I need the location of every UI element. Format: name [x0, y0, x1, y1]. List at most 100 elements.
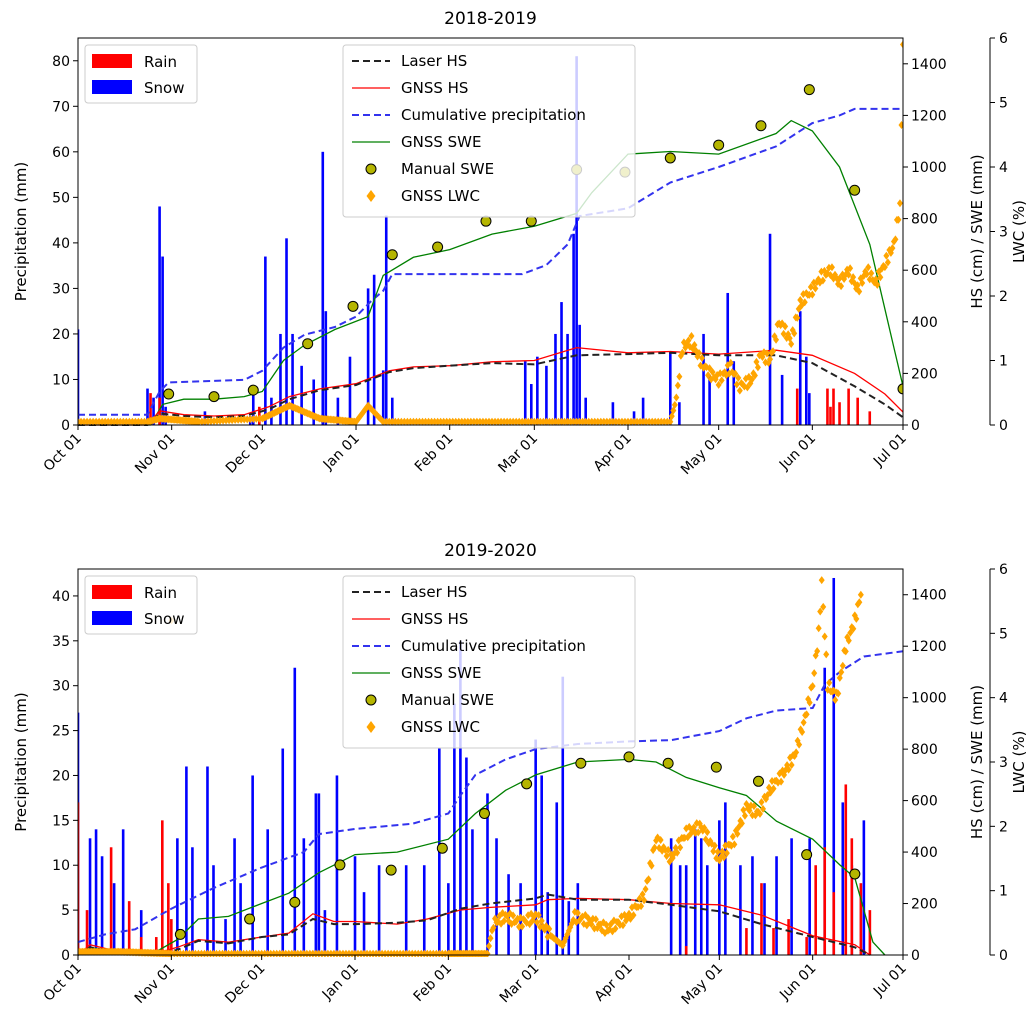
rain-bar	[127, 901, 131, 955]
gnss-lwc-point	[720, 853, 727, 862]
gnss-lwc-point	[504, 417, 511, 426]
gnss-lwc-point	[748, 375, 755, 384]
gnss-lwc-point	[832, 696, 839, 705]
gnss-lwc-point	[673, 393, 680, 402]
snow-bar	[146, 388, 149, 425]
gnss-lwc-point	[845, 636, 852, 645]
manual-swe-point	[208, 391, 220, 403]
manual-swe-point	[385, 864, 397, 876]
gnss-lwc-point	[582, 417, 589, 426]
rain-bar	[805, 937, 808, 955]
snow-bar	[862, 820, 866, 955]
gnss-lwc-point	[718, 376, 725, 385]
gnss-lwc-point	[803, 710, 810, 719]
gnss-lwc-point	[898, 121, 903, 130]
gnss-lwc-point	[695, 828, 702, 837]
y-tick-label: 5	[61, 903, 70, 919]
gnss-lwc-point	[727, 358, 734, 367]
snow-bar	[100, 856, 104, 955]
y2-axis-label: HS (cm) / SWE (mm)	[968, 154, 986, 308]
gnss-lwc-point	[102, 417, 109, 426]
gnss-lwc-point	[731, 840, 738, 849]
x-tick-label: Jan 01	[319, 961, 362, 1004]
snow-bar	[302, 838, 306, 955]
gnss-lwc-point	[489, 417, 496, 426]
y-tick-label: 70	[52, 99, 70, 115]
gnss-lwc-point	[732, 369, 739, 378]
snow-bar	[529, 384, 533, 425]
rain-legend-label: Rain	[144, 53, 177, 71]
gnss-lwc-point	[495, 417, 502, 426]
gnss-lwc-point	[612, 417, 619, 426]
snow-legend-swatch	[92, 80, 132, 94]
snow-bar	[161, 256, 164, 425]
y-axis-label: Precipitation (mm)	[12, 692, 30, 831]
gnss-lwc-point	[674, 848, 681, 857]
gnss-lwc-point	[733, 380, 740, 389]
gnss-lwc-point	[558, 417, 565, 426]
gnss-lwc-point	[664, 417, 671, 426]
manual-swe-point	[849, 184, 861, 196]
snow-bar	[693, 829, 697, 955]
y-tick-label: 30	[52, 281, 70, 297]
gnss-lwc-point	[738, 819, 745, 828]
gnss-lwc-point	[96, 417, 103, 426]
y2-tick-label: 1000	[911, 160, 947, 176]
manual-swe-point	[525, 215, 537, 227]
y2-tick-label: 800	[911, 212, 938, 228]
snow-bar	[377, 865, 381, 955]
snow-bar	[751, 856, 754, 955]
y2-tick-label: 0	[911, 948, 920, 964]
gnss-lwc-point	[549, 417, 556, 426]
manual-swe-point	[575, 757, 587, 769]
gnss-lwc-point	[114, 417, 121, 426]
snow-bar	[572, 233, 575, 425]
snow-bar	[669, 352, 672, 425]
gnss-lwc-point	[99, 417, 106, 426]
gnss-lwc-point	[458, 417, 465, 426]
snow-bar	[158, 206, 161, 425]
gnss-lwc-point	[534, 918, 541, 927]
gnss-lwc-point	[467, 417, 474, 426]
rain-bar	[78, 802, 80, 955]
gnss-lwc-point	[111, 417, 118, 426]
gnss-lwc-point	[535, 911, 542, 920]
manual-swe-point	[347, 300, 359, 312]
snow-bar	[139, 910, 143, 955]
x-tick-label: Jun 01	[776, 431, 819, 474]
snow-bar	[768, 233, 772, 425]
gnss-lwc-point	[663, 851, 670, 860]
gnss-lwc-point	[600, 417, 607, 426]
manual-swe-point	[752, 775, 764, 787]
gnss-lwc-point	[828, 263, 835, 272]
legend-label: GNSS SWE	[401, 664, 482, 682]
snow-bar	[233, 838, 236, 955]
snow-bar	[176, 838, 179, 955]
gnss-lwc-point	[788, 340, 795, 349]
gnss-lwc-point	[84, 417, 91, 426]
snow-bar	[285, 238, 288, 425]
gnss-lwc-point	[655, 417, 662, 426]
gnss-lwc-point	[464, 417, 471, 426]
y2-tick-label: 400	[911, 315, 938, 331]
gnss-lwc-point	[820, 602, 827, 611]
snow-bar	[775, 856, 778, 955]
gnss-lwc-point	[649, 417, 656, 426]
snow-bar	[266, 829, 269, 955]
gnss-lwc-point	[642, 885, 649, 894]
gnss-lwc-point	[543, 417, 550, 426]
gnss-lwc-point	[770, 347, 777, 356]
snow-bar	[669, 838, 673, 955]
gnss-lwc-point	[749, 811, 756, 820]
y2-tick-label: 1200	[911, 108, 947, 124]
gnss-lwc-point	[434, 417, 441, 426]
snow-bar	[584, 397, 587, 425]
gnss-lwc-point	[794, 313, 801, 322]
gnss-lwc-point	[479, 417, 486, 426]
gnss-lwc-point	[606, 417, 613, 426]
y2-tick-label: 600	[911, 794, 938, 810]
rain-bar	[859, 883, 863, 955]
gnss-lwc-point	[591, 417, 598, 426]
rain-bar	[823, 847, 827, 955]
